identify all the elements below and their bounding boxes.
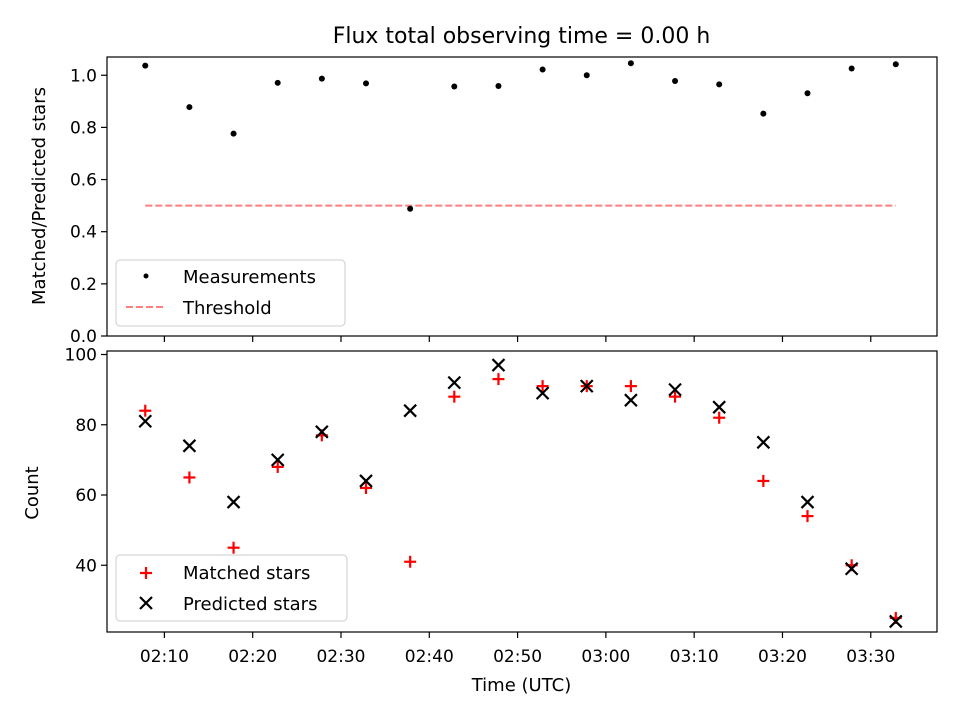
top-plot-frame — [106, 56, 938, 337]
predicted-star-point-0 — [138, 414, 153, 429]
legend-matched-label: Matched stars — [183, 563, 310, 584]
top-y-tick-label-3: 0.6 — [70, 171, 97, 191]
bottom-y-axis-label: Count — [22, 466, 43, 519]
measurement-point-2 — [230, 130, 237, 137]
measurement-point-9 — [539, 66, 546, 73]
bottom-y-tick-label-2: 80 — [75, 416, 97, 436]
matched-star-point-12 — [669, 390, 682, 403]
measurement-point-15 — [804, 90, 811, 97]
measurement-point-16 — [848, 65, 855, 72]
predicted-star-point-10 — [579, 379, 594, 393]
x-tick-label-4: 02:50 — [493, 647, 542, 667]
measurement-point-12 — [672, 77, 679, 84]
matched-star-point-1 — [183, 471, 196, 484]
matched-star-point-8 — [492, 373, 505, 386]
bottom-legend-box — [115, 554, 348, 622]
x-tick-label-7: 03:20 — [758, 647, 807, 667]
legend-measurements-marker — [143, 273, 149, 279]
predicted-star-point-14 — [756, 435, 771, 450]
legend-predicted-marker — [139, 596, 153, 610]
bottom-y-ticks: 40 60 80 100 — [65, 346, 107, 576]
bottom-y-tick-label-1: 60 — [75, 486, 97, 506]
bottom-x-ticks: 02:10 02:20 02:30 02:40 02:50 03:00 03:10 03:20… — [140, 632, 895, 667]
predicted-star-point-2 — [226, 495, 241, 509]
predicted-star-point-8 — [491, 358, 506, 372]
top-y-tick-label-4: 0.8 — [70, 118, 97, 138]
measurement-point-4 — [318, 75, 325, 82]
top-panel: 0.0 0.2 0.4 0.6 0.8 1.0 Matched/Predicted sta… — [29, 56, 938, 347]
x-tick-label-1: 02:20 — [228, 647, 277, 667]
bottom-plot-frame — [106, 350, 938, 633]
measurement-point-10 — [583, 72, 590, 79]
top-y-ticks: 0.0 0.2 0.4 0.6 0.8 1.0 — [70, 66, 107, 347]
matched-star-point-15 — [801, 510, 814, 523]
predicted-star-point-4 — [315, 425, 329, 439]
matched-star-point-9 — [536, 380, 549, 393]
bottom-y-tick-label-3: 100 — [65, 346, 97, 366]
x-tick-label-3: 02:40 — [405, 647, 454, 667]
legend-predicted-label: Predicted stars — [183, 594, 317, 615]
legend-measurements-label: Measurements — [183, 267, 316, 288]
measurement-point-0 — [142, 62, 149, 69]
matched-star-point-0 — [139, 404, 152, 417]
matched-star-point-5 — [360, 481, 373, 494]
x-tick-label-5: 03:00 — [581, 647, 630, 667]
predicted-star-point-11 — [624, 393, 638, 407]
measurement-point-5 — [363, 80, 370, 87]
measurement-point-13 — [716, 81, 723, 88]
bottom-panel: 40 60 80 100 02:10 02:20 02:30 02:40 02:50 03:00… — [22, 346, 938, 696]
top-legend: Measurements Threshold — [115, 259, 346, 327]
predicted-star-point-3 — [270, 453, 285, 467]
matched-star-point-6 — [404, 555, 417, 568]
predicted-star-point-6 — [403, 403, 417, 418]
predicted-stars-points — [138, 358, 903, 629]
measurement-point-3 — [274, 79, 281, 86]
measurement-point-17 — [892, 61, 899, 68]
measurement-point-11 — [627, 60, 634, 67]
measurement-point-8 — [495, 82, 502, 89]
predicted-star-point-15 — [800, 495, 815, 509]
x-tick-label-0: 02:10 — [140, 647, 189, 667]
measurement-point-6 — [407, 205, 414, 212]
matched-star-point-7 — [448, 390, 461, 403]
chart-title: Flux total observing time = 0.00 h — [333, 24, 711, 49]
top-y-tick-label-2: 0.4 — [70, 223, 97, 243]
bottom-legend: Matched stars Predicted stars — [115, 554, 348, 622]
predicted-star-point-5 — [359, 474, 373, 488]
matched-star-point-11 — [624, 380, 637, 393]
x-tick-label-8: 03:30 — [846, 647, 895, 667]
legend-matched-marker — [140, 567, 152, 579]
matched-star-point-13 — [713, 411, 726, 424]
predicted-star-point-13 — [712, 400, 726, 414]
predicted-star-point-9 — [535, 386, 550, 400]
top-y-tick-label-5: 1.0 — [70, 66, 97, 86]
x-axis-label: Time (UTC) — [471, 675, 572, 696]
matched-star-point-3 — [271, 460, 284, 473]
x-tick-label-2: 02:30 — [316, 647, 365, 667]
top-y-tick-label-1: 0.2 — [70, 275, 97, 295]
measurement-point-7 — [451, 83, 458, 90]
predicted-star-point-16 — [844, 561, 859, 576]
measurement-points — [142, 60, 899, 212]
legend-threshold-label: Threshold — [182, 298, 272, 319]
predicted-star-point-7 — [447, 375, 462, 390]
x-tick-label-6: 03:10 — [670, 647, 719, 667]
top-legend-box — [115, 259, 346, 327]
bottom-y-tick-label-0: 40 — [75, 556, 97, 576]
top-y-axis-label: Matched/Predicted stars — [29, 87, 50, 305]
measurement-point-1 — [186, 104, 193, 111]
predicted-star-point-17 — [889, 614, 903, 629]
matched-star-point-14 — [757, 474, 770, 487]
matched-star-point-2 — [227, 541, 240, 554]
top-y-tick-label-0: 0.0 — [70, 327, 97, 347]
predicted-star-point-12 — [668, 382, 682, 397]
measurement-point-14 — [760, 110, 767, 117]
predicted-star-point-1 — [182, 439, 197, 453]
top-x-ticks — [163, 336, 872, 342]
